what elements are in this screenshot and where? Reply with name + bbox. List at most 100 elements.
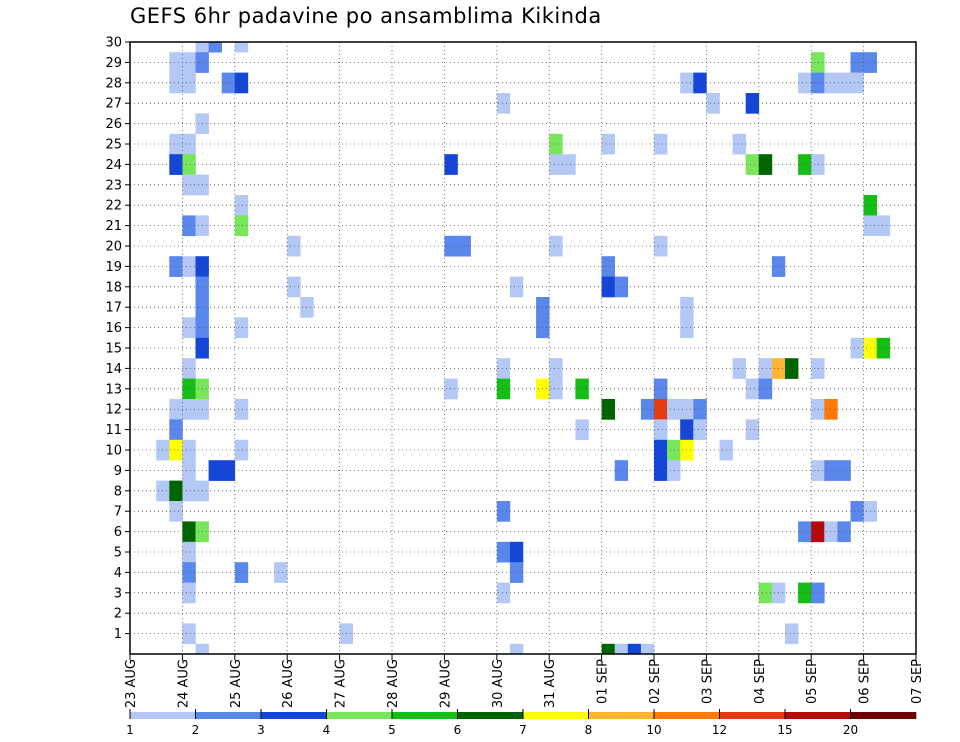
x-tick-label: 06 SEP	[858, 659, 873, 704]
legend-swatch	[588, 712, 655, 719]
heatmap-cell	[562, 154, 576, 175]
x-tick-label: 27 AUG	[334, 659, 349, 708]
heatmap-cell	[182, 541, 196, 563]
heatmap-cell	[693, 419, 707, 441]
heatmap-cell	[850, 337, 864, 359]
y-tick-label: 8	[114, 484, 122, 499]
heatmap-cell	[745, 93, 760, 114]
heatmap-cell	[496, 93, 511, 114]
y-tick-label: 24	[105, 158, 122, 173]
heatmap-cell	[169, 501, 183, 522]
heatmap-cell	[274, 562, 288, 583]
legend-label: 15	[777, 723, 792, 737]
x-tick-label: 02 SEP	[648, 659, 663, 704]
x-tick-label: 24 AUG	[176, 659, 191, 708]
legend-label: 6	[454, 723, 462, 737]
legend-swatch	[850, 712, 917, 719]
heatmap-cell	[234, 195, 249, 216]
y-tick-label: 29	[105, 56, 122, 71]
heatmap-cell	[182, 480, 196, 502]
y-tick-label: 13	[105, 382, 122, 397]
heatmap-cell	[234, 317, 249, 339]
heatmap-cell	[745, 419, 760, 441]
heatmap-cell	[732, 358, 746, 379]
heatmap-cell	[234, 399, 249, 420]
heatmap-cell	[169, 439, 183, 461]
heatmap-cell	[182, 460, 196, 481]
x-tick-label: 05 SEP	[805, 659, 820, 704]
y-tick-label: 3	[114, 586, 122, 601]
heatmap-cell	[509, 562, 524, 583]
heatmap-cell	[234, 72, 249, 94]
legend-swatch	[130, 712, 196, 719]
heatmap-cell	[549, 235, 563, 257]
y-tick-label: 1	[114, 627, 122, 642]
heatmap-cell	[693, 72, 707, 94]
heatmap-cell	[182, 52, 196, 73]
heatmap-cell	[745, 378, 760, 400]
heatmap-cell	[758, 378, 773, 400]
heatmap-cell	[798, 72, 812, 94]
heatmap-cell	[850, 52, 864, 73]
heatmap-cell	[654, 399, 668, 420]
heatmap-cell	[208, 460, 222, 481]
heatmap-cell	[549, 154, 563, 175]
heatmap-cell	[667, 439, 681, 461]
heatmap-cell	[195, 42, 209, 53]
heatmap-cell	[667, 399, 681, 420]
heatmap-cell	[182, 256, 196, 277]
y-tick-label: 5	[114, 546, 122, 561]
y-tick-label: 21	[105, 219, 122, 234]
heatmap-cell	[654, 460, 668, 481]
x-tick-label: 28 AUG	[386, 659, 401, 708]
heatmap-cell	[182, 174, 196, 196]
legend-label: 1	[126, 723, 134, 737]
heatmap-cell	[208, 42, 222, 53]
legend-label: 10	[646, 723, 661, 737]
plot-gridlines	[130, 41, 916, 654]
heatmap-cell	[182, 439, 196, 461]
heatmap-cell	[654, 419, 668, 441]
heatmap-cell	[798, 582, 812, 604]
heatmap-cell	[798, 154, 812, 175]
heatmap-cell	[234, 42, 249, 53]
y-tick-label: 27	[105, 97, 122, 112]
heatmap-cell	[169, 133, 183, 155]
heatmap-cell	[169, 154, 183, 175]
y-tick-label: 2	[114, 607, 122, 622]
legend-label: 4	[323, 723, 331, 737]
y-tick-label: 7	[114, 505, 122, 520]
heatmap-cell	[182, 521, 196, 543]
legend-swatch	[719, 712, 786, 719]
heatmap-cell	[549, 133, 563, 155]
heatmap-cell	[182, 317, 196, 339]
heatmap-cell	[811, 358, 825, 379]
heatmap-cell	[614, 460, 629, 481]
y-tick-label: 12	[105, 403, 122, 418]
heatmap-cell	[182, 154, 196, 175]
heatmap-cell	[509, 643, 524, 655]
y-tick-label: 14	[105, 362, 122, 377]
heatmap-cell	[601, 133, 615, 155]
heatmap-cell	[837, 521, 851, 543]
x-tick-label: 03 SEP	[700, 659, 715, 704]
heatmap-cell	[496, 358, 511, 379]
y-tick-label: 19	[105, 260, 122, 275]
heatmap-cell	[182, 623, 196, 645]
legend-label: 7	[519, 723, 527, 737]
heatmap-cell	[444, 378, 458, 400]
chart-title: GEFS 6hr padavine po ansamblima Kikinda	[130, 4, 602, 28]
y-tick-label: 15	[105, 342, 122, 357]
heatmap-cell	[182, 215, 196, 237]
heatmap-cell	[693, 399, 707, 420]
heatmap-cell	[169, 480, 183, 502]
x-tick-label: 01 SEP	[596, 659, 611, 704]
heatmap-cell	[509, 541, 524, 563]
heatmap-cell	[601, 399, 615, 420]
heatmap-cell	[496, 541, 511, 563]
y-tick-label: 28	[105, 76, 122, 91]
legend-label: 8	[585, 723, 593, 737]
heatmap-cell	[496, 582, 511, 604]
heatmap-cell	[811, 72, 825, 94]
heatmap-cell	[758, 154, 773, 175]
